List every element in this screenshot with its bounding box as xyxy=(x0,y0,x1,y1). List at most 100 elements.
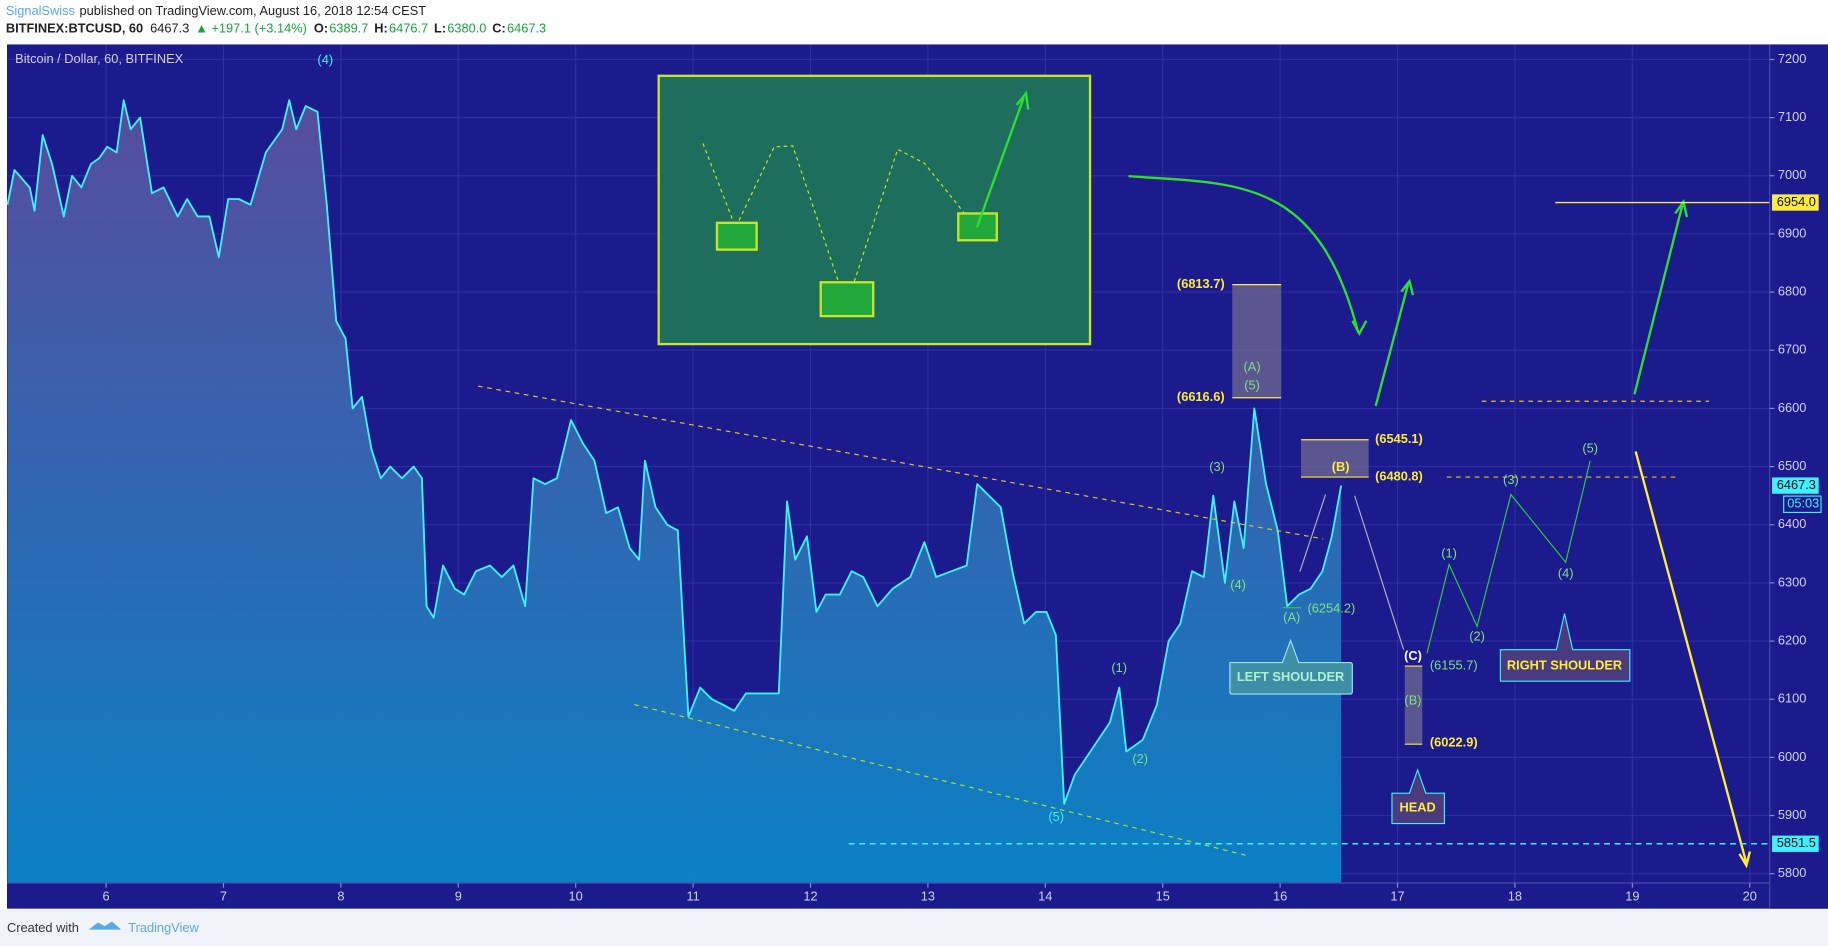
countdown-tag xyxy=(1783,495,1822,514)
wave-label: (1) xyxy=(1441,545,1457,560)
header-text: 6476.7 xyxy=(389,21,428,36)
header-text: C: xyxy=(492,21,506,36)
wave-label: (6545.1) xyxy=(1375,431,1423,446)
header-text: ▲ +197.1 (+3.14%) xyxy=(195,21,307,36)
wave-path xyxy=(1426,460,1591,654)
price-tag-label: 6954.0 xyxy=(1777,194,1816,209)
series xyxy=(6,99,1343,884)
x-tick-label: 20 xyxy=(1743,888,1757,903)
wave-label: (2) xyxy=(1469,628,1485,643)
wave-label: (6480.8) xyxy=(1375,468,1423,483)
brand-logo xyxy=(88,921,122,930)
x-tick-label: 13 xyxy=(921,888,935,903)
callout-label: RIGHT SHOULDER xyxy=(1507,657,1622,672)
price-tag xyxy=(1772,194,1819,211)
x-tick-label: 16 xyxy=(1273,888,1287,903)
price-tag xyxy=(1772,477,1819,494)
header-text: published on TradingView.com, August 16,… xyxy=(80,3,427,18)
price-line xyxy=(6,99,1343,805)
y-axis-bg xyxy=(1769,44,1828,909)
x-tick-label: 15 xyxy=(1156,888,1170,903)
callout-box xyxy=(1391,768,1446,825)
y-tick-label: 6800 xyxy=(1778,283,1807,298)
countdown: 05:03 xyxy=(1787,496,1819,511)
header-text: O: xyxy=(314,21,328,36)
arrow xyxy=(1299,494,1327,572)
wave-label: (B) xyxy=(1404,692,1421,707)
inset-box xyxy=(715,221,758,251)
x-tick-label: 10 xyxy=(569,888,583,903)
footer-created: Created with xyxy=(7,920,79,935)
header-text: BITFINEX:BTCUSD, 60 xyxy=(6,21,143,36)
wave-label: (2) xyxy=(1132,751,1148,766)
wave-label: (1) xyxy=(1111,660,1127,675)
x-tick-label: 19 xyxy=(1625,888,1639,903)
range-box xyxy=(1404,666,1423,745)
y-tick-label: 6400 xyxy=(1778,516,1807,531)
arrow xyxy=(1354,495,1405,650)
y-tick-label: 6300 xyxy=(1778,574,1807,589)
wave-label: (A) xyxy=(1283,610,1300,625)
range-box xyxy=(1301,439,1369,478)
wave-label: (3) xyxy=(1503,472,1519,487)
y-tick-label: 6600 xyxy=(1778,400,1807,415)
y-tick-label: 5800 xyxy=(1778,865,1807,880)
callout-label: HEAD xyxy=(1399,800,1435,815)
arrow xyxy=(1634,451,1752,869)
x-tick-label: 14 xyxy=(1038,888,1052,903)
price-tag-label: 6467.3 xyxy=(1777,477,1816,492)
wave-label: (B) xyxy=(1332,459,1350,474)
symbol-label: Bitcoin / Dollar, 60, BITFINEX xyxy=(15,51,183,66)
header-text: 6467.3 xyxy=(507,21,546,36)
y-tick-label: 6700 xyxy=(1778,342,1807,357)
price-tag xyxy=(1772,835,1819,852)
wave-label: (4) xyxy=(1230,577,1246,592)
area-fill xyxy=(7,100,1342,884)
x-tick-label: 7 xyxy=(220,888,227,903)
header-text: 6467.3 xyxy=(150,21,189,36)
inset-path xyxy=(702,143,977,308)
wave-label: (4) xyxy=(1558,565,1574,580)
trend-line xyxy=(477,385,1324,540)
range-box xyxy=(1232,284,1282,398)
wave-label: (6616.6) xyxy=(1177,389,1225,404)
callout-box xyxy=(1229,638,1353,695)
y-tick-label: 6000 xyxy=(1778,749,1807,764)
header: SignalSwiss published on TradingView.com,… xyxy=(0,0,1828,45)
wave-label: (6254.2) xyxy=(1308,600,1356,615)
wave-label: (5) xyxy=(1048,809,1064,824)
y-tick-label: 5900 xyxy=(1778,807,1807,822)
callout-box xyxy=(1499,613,1631,682)
header-bg xyxy=(0,0,1828,45)
overlay: (4) (6813.7) (A) (5) (6616.6) (6545.1) (B) (648… xyxy=(317,52,1770,845)
arrow xyxy=(975,90,1030,228)
y-tick-label: 6900 xyxy=(1778,225,1807,240)
x-tick-label: 8 xyxy=(337,888,344,903)
header-text: 6389.7 xyxy=(329,21,368,36)
header-text: 6380.0 xyxy=(447,21,486,36)
header-text: SignalSwiss xyxy=(6,3,75,18)
arrow xyxy=(1128,174,1368,337)
footer-bg xyxy=(0,909,1828,946)
x-tick-label: 6 xyxy=(103,888,110,903)
footer-brand[interactable]: TradingView xyxy=(128,920,199,935)
drawings xyxy=(477,74,1752,869)
trend-line xyxy=(634,703,1250,857)
wave-label: (4) xyxy=(317,52,333,67)
wave-label: (3) xyxy=(1209,459,1225,474)
wave-label: (C) xyxy=(1404,648,1422,663)
arrow xyxy=(1633,198,1689,395)
wave-label: (6155.7) xyxy=(1430,657,1478,672)
y-tick-label: 7200 xyxy=(1778,51,1807,66)
price-tag-label: 5851.5 xyxy=(1777,835,1816,850)
wave-label: (5) xyxy=(1582,440,1598,455)
x-tick-label: 12 xyxy=(803,888,817,903)
header-text: H: xyxy=(374,21,388,36)
wave-label: (6813.7) xyxy=(1177,276,1225,291)
axes: 5800590060006100620063006400650066006700… xyxy=(103,51,1822,903)
wave-label: (5) xyxy=(1244,377,1260,392)
inset-box xyxy=(819,281,875,318)
x-tick-label: 9 xyxy=(455,888,462,903)
x-tick-label: 18 xyxy=(1508,888,1522,903)
